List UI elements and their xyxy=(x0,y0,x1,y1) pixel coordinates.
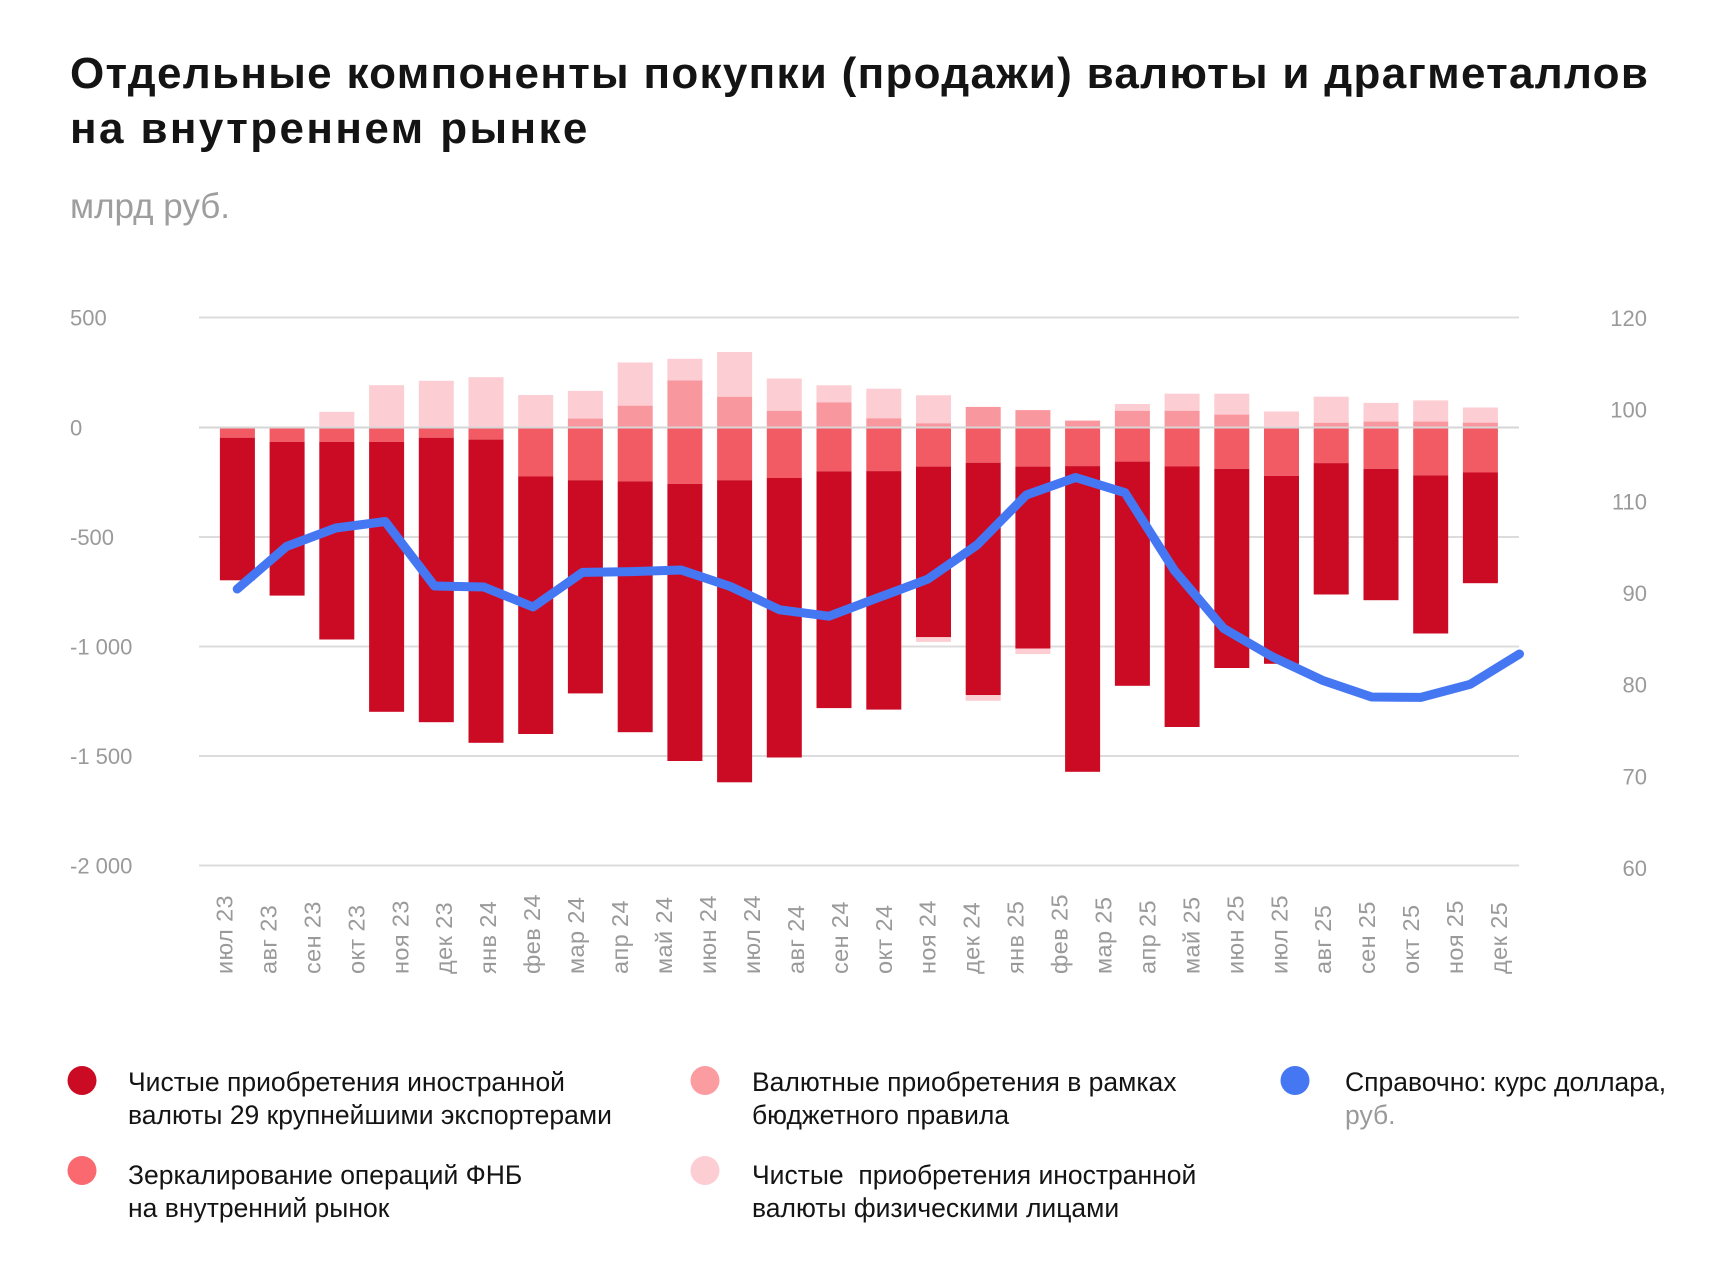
svg-text:окт 25: окт 25 xyxy=(1398,905,1424,974)
svg-text:руб.: руб. xyxy=(1345,1100,1396,1130)
svg-text:авг 24: авг 24 xyxy=(783,905,809,974)
svg-text:мар 24: мар 24 xyxy=(563,897,589,974)
svg-text:ноя 23: ноя 23 xyxy=(387,900,413,974)
svg-text:Валютные приобретения в рамках: Валютные приобретения в рамках xyxy=(752,1067,1177,1097)
svg-text:фев 25: фев 25 xyxy=(1047,894,1073,974)
svg-text:100: 100 xyxy=(1610,398,1647,423)
svg-text:500: 500 xyxy=(70,306,107,331)
svg-text:70: 70 xyxy=(1623,764,1647,789)
svg-text:-500: -500 xyxy=(70,525,114,550)
svg-text:-2 000: -2 000 xyxy=(70,854,132,879)
svg-text:60: 60 xyxy=(1623,856,1647,881)
svg-text:-1 500: -1 500 xyxy=(70,744,132,769)
svg-text:Справочно: курс доллара,: Справочно: курс доллара, xyxy=(1345,1067,1666,1097)
svg-text:на внутреннем рынке: на внутреннем рынке xyxy=(70,104,590,153)
svg-text:май 25: май 25 xyxy=(1178,897,1204,974)
svg-text:фев 24: фев 24 xyxy=(519,894,545,974)
svg-text:июн 24: июн 24 xyxy=(695,895,721,974)
svg-text:110: 110 xyxy=(1612,489,1647,514)
svg-text:окт 24: окт 24 xyxy=(871,905,897,974)
svg-text:ноя 25: ноя 25 xyxy=(1442,900,1468,974)
svg-text:июл 24: июл 24 xyxy=(739,895,765,974)
svg-text:июл 23: июл 23 xyxy=(212,895,238,974)
svg-text:дек 24: дек 24 xyxy=(959,902,985,974)
svg-text:90: 90 xyxy=(1623,581,1647,606)
svg-text:июл 25: июл 25 xyxy=(1266,895,1292,974)
svg-text:авг 25: авг 25 xyxy=(1310,905,1336,974)
svg-text:ноя 24: ноя 24 xyxy=(915,900,941,974)
svg-text:0: 0 xyxy=(70,416,82,441)
svg-text:бюджетного правила: бюджетного правила xyxy=(752,1100,1009,1130)
svg-text:Чистые приобретения иностранно: Чистые приобретения иностранной xyxy=(128,1067,565,1097)
svg-text:окт 23: окт 23 xyxy=(343,905,369,974)
svg-text:апр 25: апр 25 xyxy=(1135,900,1161,974)
svg-text:Зеркалирование операций ФНБ: Зеркалирование операций ФНБ xyxy=(128,1160,522,1190)
svg-text:на внутренний рынок: на внутренний рынок xyxy=(128,1193,390,1223)
svg-text:дек 25: дек 25 xyxy=(1486,902,1512,974)
svg-text:Отдельные компоненты покупки (: Отдельные компоненты покупки (продажи) в… xyxy=(70,49,1649,98)
svg-text:-1 000: -1 000 xyxy=(70,635,132,660)
svg-text:янв 25: янв 25 xyxy=(1003,901,1029,974)
svg-text:сен 25: сен 25 xyxy=(1354,901,1380,974)
svg-text:валюты 29 крупнейшими экспорте: валюты 29 крупнейшими экспортерами xyxy=(128,1100,612,1130)
svg-text:валюты физическими лицами: валюты физическими лицами xyxy=(752,1193,1119,1223)
svg-text:сен 23: сен 23 xyxy=(299,901,325,974)
svg-text:янв 24: янв 24 xyxy=(475,901,501,974)
svg-text:сен 24: сен 24 xyxy=(827,901,853,974)
svg-text:дек 23: дек 23 xyxy=(431,902,457,974)
svg-text:Чистые приобретения иностранн: Чистые приобретения иностранной xyxy=(752,1160,1196,1190)
svg-text:авг 23: авг 23 xyxy=(255,905,281,974)
svg-text:80: 80 xyxy=(1623,673,1647,698)
svg-text:мар 25: мар 25 xyxy=(1091,897,1117,974)
svg-text:120: 120 xyxy=(1610,306,1647,331)
svg-text:апр 24: апр 24 xyxy=(607,900,633,974)
svg-text:млрд руб.: млрд руб. xyxy=(70,187,230,226)
svg-text:май 24: май 24 xyxy=(651,897,677,974)
svg-text:июн 25: июн 25 xyxy=(1222,895,1248,974)
